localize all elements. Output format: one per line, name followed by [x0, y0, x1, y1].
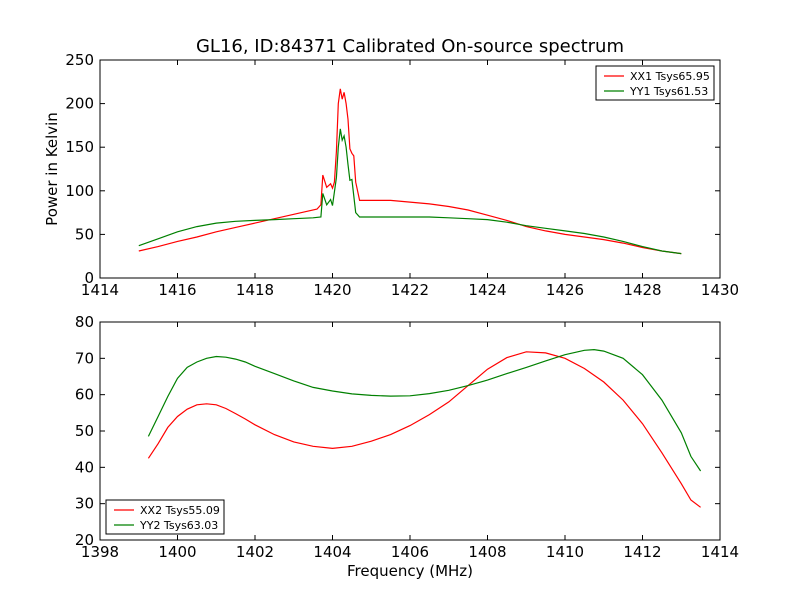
- series-line-1: [138, 88, 682, 255]
- y-tick-label: 20: [75, 531, 94, 549]
- series-line-1: [147, 351, 701, 508]
- y-tick-label: 200: [65, 95, 94, 113]
- y-tick-label: 50: [75, 225, 94, 243]
- x-tick-label: 1414: [81, 281, 119, 299]
- series-line-2: [147, 348, 702, 472]
- legend-box: [105, 499, 225, 535]
- x-tick-label: 1420: [313, 281, 351, 299]
- x-tick-label: 1404: [313, 543, 351, 561]
- y-tick-label: 250: [65, 51, 94, 69]
- y-tick-label: 70: [75, 349, 94, 367]
- x-tick-label: 1408: [468, 543, 506, 561]
- y-axis-label: Power in Kelvin: [43, 112, 61, 226]
- top-plot: 1414 1416 1418 1420 1422 1424 1426 1428 1430 0 50 1…: [43, 51, 739, 299]
- x-tick-label: 1428: [623, 281, 661, 299]
- x-tick-label: 1400: [158, 543, 196, 561]
- legend: XX2 Tsys55.09 YY2 Tsys63.03: [105, 499, 225, 535]
- x-tick-label: 1410: [546, 543, 584, 561]
- x-tick-label: 1418: [236, 281, 274, 299]
- x-tick-label: 1416: [158, 281, 196, 299]
- bottom-plot: 1398 1400 1402 1404 1406 1408 1410 1412 1414 20 30…: [75, 313, 739, 580]
- chart-title: GL16, ID:84371 Calibrated On-source spec…: [196, 36, 624, 57]
- legend-box: [595, 65, 715, 101]
- x-tick-label: 1430: [701, 281, 739, 299]
- y-tick-label: 60: [75, 386, 94, 404]
- x-tick-label: 1412: [623, 543, 661, 561]
- y-tick-label: 80: [75, 313, 94, 331]
- x-tick-label: 1398: [81, 543, 119, 561]
- x-axis-label: Frequency (MHz): [347, 562, 473, 580]
- x-tick-label: 1406: [391, 543, 429, 561]
- series-line-2: [138, 128, 682, 255]
- x-tick-label: 1426: [546, 281, 584, 299]
- legend-label: YY2 Tsys63.03: [139, 519, 218, 532]
- x-tick-label: 1424: [468, 281, 506, 299]
- legend: XX1 Tsys65.95 YY1 Tsys61.53: [595, 65, 715, 101]
- y-tick-label: 100: [65, 182, 94, 200]
- y-tick-label: 50: [75, 422, 94, 440]
- legend-label: YY1 Tsys61.53: [629, 85, 708, 98]
- legend-label: XX1 Tsys65.95: [630, 70, 710, 83]
- x-tick-label: 1422: [391, 281, 429, 299]
- y-tick-label: 0: [84, 269, 94, 287]
- y-tick-label: 150: [65, 138, 94, 156]
- legend-label: XX2 Tsys55.09: [140, 504, 220, 517]
- x-tick-label: 1402: [236, 543, 274, 561]
- x-tick-label: 1414: [701, 543, 739, 561]
- y-tick-label: 30: [75, 495, 94, 513]
- y-tick-label: 40: [75, 458, 94, 476]
